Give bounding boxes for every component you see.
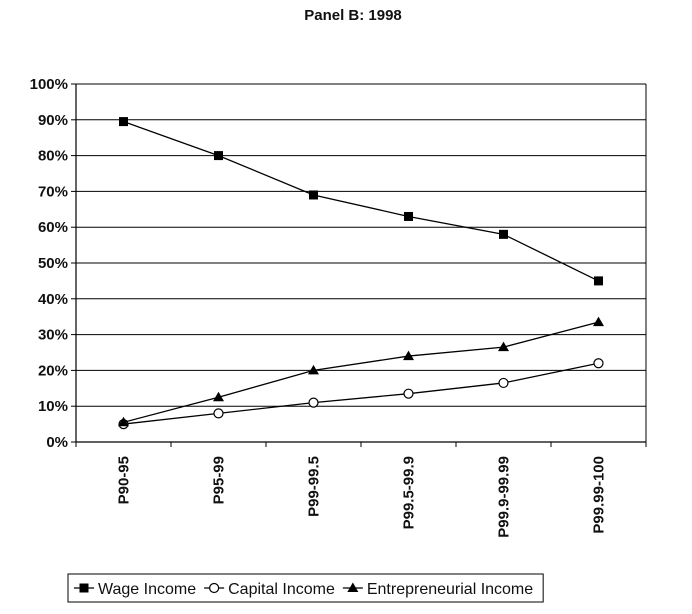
series-entrepreneurial-income — [118, 316, 604, 427]
x-tick-label: P99.9-99.99 — [496, 456, 513, 538]
capital-income-point — [498, 377, 509, 389]
x-tick-label: P99.99-100 — [591, 456, 608, 534]
y-tick-label: 90% — [38, 112, 68, 129]
entrepreneurial-income-point — [308, 364, 319, 375]
y-tick-label: 50% — [38, 255, 68, 272]
legend-swatch-marker — [79, 583, 89, 593]
gridlines — [76, 83, 646, 407]
legend-item-wage-income: Wage Income — [74, 581, 196, 598]
y-tick-label: 60% — [38, 219, 68, 236]
legend-swatch-marker — [209, 582, 220, 594]
wage-income-point — [119, 117, 128, 127]
wage-income-point — [499, 229, 508, 239]
legend-label: Wage Income — [98, 581, 196, 598]
entrepreneurial-income-point — [213, 391, 224, 402]
series-lines — [118, 117, 604, 430]
y-tick-label: 20% — [38, 362, 68, 379]
capital-income-point — [213, 408, 224, 419]
y-tick-label: 80% — [38, 148, 68, 165]
series-capital-income — [118, 358, 604, 430]
y-tick-label: 70% — [38, 183, 68, 200]
y-tick-label: 10% — [38, 398, 68, 415]
series-wage-income — [119, 117, 603, 286]
wage-income-line — [123, 120, 599, 282]
x-tick-label: P90-95 — [116, 456, 133, 504]
legend-box — [67, 573, 544, 603]
x-tick-label: P95-99 — [211, 456, 228, 504]
legend-label: Capital Income — [228, 581, 335, 598]
entrepreneurial-income-point — [498, 341, 509, 352]
wage-income-point — [594, 276, 603, 286]
x-tick-label: P99-99.5 — [306, 456, 323, 517]
entrepreneurial-income-point — [593, 316, 604, 327]
chart-title: Panel B: 1998 — [304, 7, 402, 24]
capital-income-line — [123, 362, 599, 425]
wage-income-point — [404, 211, 413, 221]
wage-income-point — [214, 151, 223, 161]
legend: Wage Income Capital Income Entrepreneurial… — [67, 573, 544, 603]
legend-item-capital-income: Capital Income — [204, 581, 335, 598]
y-tick-label: 100% — [30, 76, 68, 93]
legend-label: Entrepreneurial Income — [367, 581, 533, 598]
legend-item-entrepreneurial-income: Entrepreneurial Income — [342, 581, 533, 598]
y-tick-label: 30% — [38, 327, 68, 344]
x-tick-label: P99.5-99.9 — [401, 456, 418, 529]
axes: 0% 10% 20% 30% 40% 50% 60% 70% 80% 90% 100% P90-95 P… — [30, 76, 647, 538]
wage-income-point — [309, 190, 318, 200]
entrepreneurial-income-point — [118, 416, 129, 427]
y-tick-label: 40% — [38, 291, 68, 308]
capital-income-point — [403, 388, 414, 399]
capital-income-point — [593, 358, 604, 369]
entrepreneurial-income-point — [403, 350, 414, 361]
entrepreneurial-income-line — [123, 321, 599, 423]
legend-swatch-marker — [347, 582, 359, 592]
capital-income-point — [308, 397, 319, 408]
y-tick-label: 0% — [46, 434, 68, 451]
